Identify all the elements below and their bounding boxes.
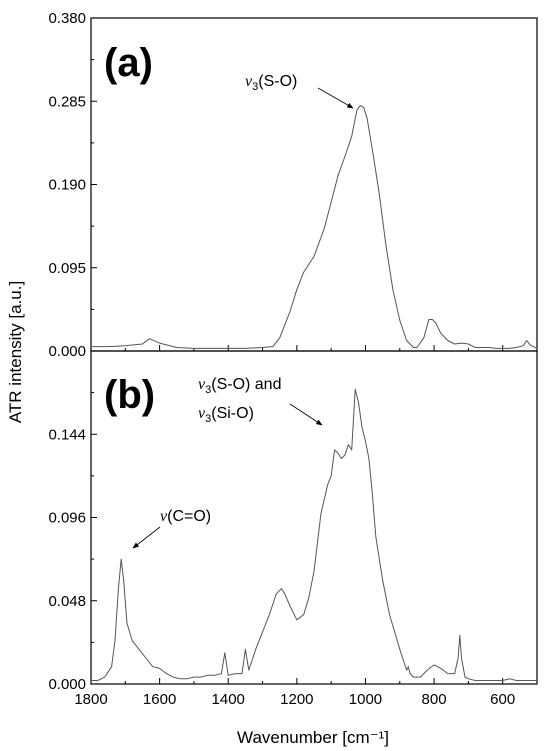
annotation-b3-symbol: ν <box>160 508 168 525</box>
panel-b-y-tick-label: 0.048 <box>48 593 86 610</box>
annotation-b-sio-arrow <box>289 403 323 426</box>
panel-a-y-tick-label: 0.190 <box>48 177 86 194</box>
panel-b-spectrum-line <box>91 388 537 681</box>
x-tick-label: 1600 <box>143 691 176 708</box>
x-tick-label: 1200 <box>280 691 313 708</box>
panel-a-y-tick-label: 0.380 <box>48 10 86 27</box>
annotation-b1-subscript: 3 <box>205 384 211 396</box>
panel-a: 0.000 0.095 0.190 0.285 0.380 (a) ν3(S-O) <box>48 10 538 360</box>
panel-b-ticks: 0.000 0.048 0.096 0.144 1800 1600 1400 1200 1000… <box>48 392 538 708</box>
panel-a-label: (a) <box>104 41 153 85</box>
annotation-a-nu3-so: ν3(S-O) <box>245 73 297 93</box>
annotation-a-symbol: ν <box>245 73 253 90</box>
panel-a-y-tick-label: 0.000 <box>48 343 86 360</box>
panel-b-y-tick-label: 0.000 <box>48 676 86 693</box>
annotation-b-nu3-sio: ν3(Si-O) <box>198 405 254 425</box>
panel-b-y-tick-label: 0.144 <box>48 426 86 443</box>
panel-b-frame <box>90 350 538 685</box>
panel-b-series <box>91 388 537 681</box>
panel-b-y-tick-label: 0.096 <box>48 510 86 527</box>
panel-a-frame <box>90 17 538 352</box>
y-axis-title: ATR intensity [a.u.] <box>6 281 25 423</box>
panel-b-label: (b) <box>104 373 155 417</box>
panel-a-series <box>91 105 538 349</box>
annotation-b1-symbol: ν <box>198 376 206 393</box>
annotation-b2-rest: (Si-O) <box>211 405 254 422</box>
annotation-b-co-arrow <box>132 526 161 549</box>
panel-b: 0.000 0.048 0.096 0.144 1800 1600 1400 1200 1000… <box>48 350 538 708</box>
annotation-a-rest: (S-O) <box>258 73 297 90</box>
annotation-b-nu-co: ν(C=O) <box>160 508 211 525</box>
annotation-b-nu3-so-and: ν3(S-O) and <box>198 376 281 396</box>
annotation-b3-rest: (C=O) <box>167 508 211 525</box>
annotation-b2-symbol: ν <box>198 405 206 422</box>
x-tick-label: 1800 <box>74 691 107 708</box>
panel-a-y-tick-label: 0.285 <box>48 93 86 110</box>
annotation-b2-subscript: 3 <box>205 413 211 425</box>
panel-a-y-tick-label: 0.095 <box>48 260 86 277</box>
annotation-b1-rest: (S-O) and <box>211 376 281 393</box>
x-axis-title: Wavenumber [cm⁻¹] <box>237 728 389 747</box>
x-tick-label: 1400 <box>212 691 245 708</box>
x-tick-label: 1000 <box>349 691 382 708</box>
x-tick-label: 600 <box>490 691 515 708</box>
panel-a-ticks: 0.000 0.095 0.190 0.285 0.380 <box>48 10 538 360</box>
panel-a-spectrum-line <box>91 105 538 349</box>
annotation-a-subscript: 3 <box>252 81 258 93</box>
annotation-a-arrow <box>317 87 354 109</box>
x-tick-label: 800 <box>422 691 447 708</box>
